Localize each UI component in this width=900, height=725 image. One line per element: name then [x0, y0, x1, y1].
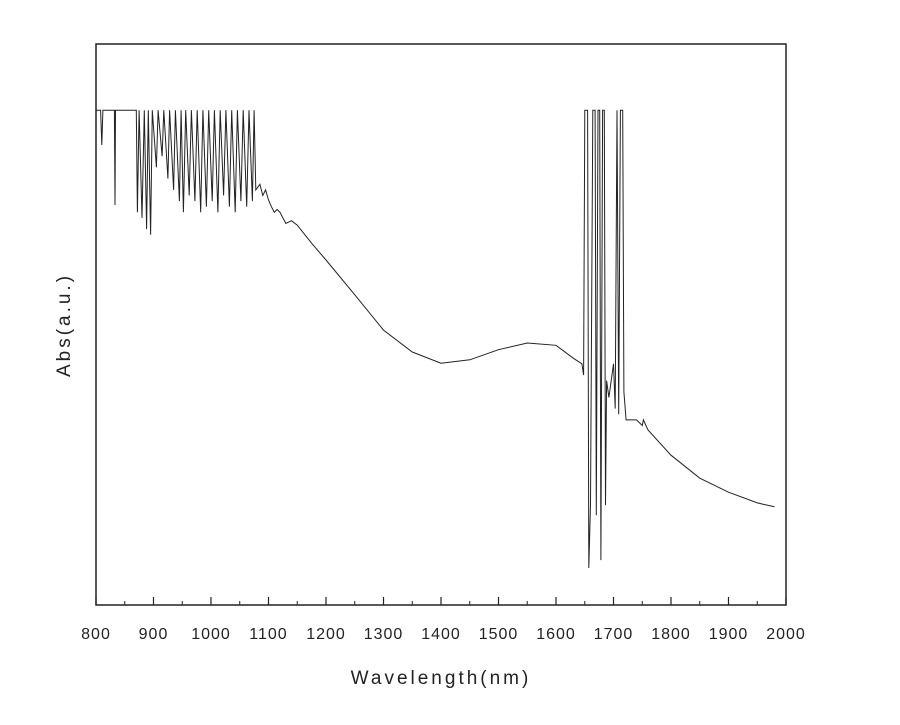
x-tick-label: 1500	[479, 626, 519, 643]
x-tick-label: 800	[81, 626, 111, 643]
plot-frame	[95, 43, 787, 606]
x-tick-label: 1700	[594, 626, 634, 643]
x-tick-label: 900	[139, 626, 169, 643]
x-tick-label: 1000	[191, 626, 231, 643]
y-axis-title: Abs(a.u.)	[54, 273, 75, 377]
x-tick-label: 1300	[364, 626, 404, 643]
x-tick-label: 2000	[766, 626, 806, 643]
x-axis-ticks	[95, 597, 787, 605]
x-tick-label: 1800	[651, 626, 691, 643]
x-axis-title: Wavelength(nm)	[351, 668, 532, 689]
series-line-abs	[96, 109, 775, 569]
x-tick-label: 1100	[249, 626, 287, 643]
x-axis-tick-labels: 800 900 1000 1100 1200 1300 1400 1500 1600 1700 18…	[81, 626, 806, 643]
x-tick-label: 1600	[536, 626, 576, 643]
x-tick-label: 1200	[306, 626, 346, 643]
x-tick-label: 1900	[709, 626, 749, 643]
x-tick-label: 1400	[421, 626, 461, 643]
